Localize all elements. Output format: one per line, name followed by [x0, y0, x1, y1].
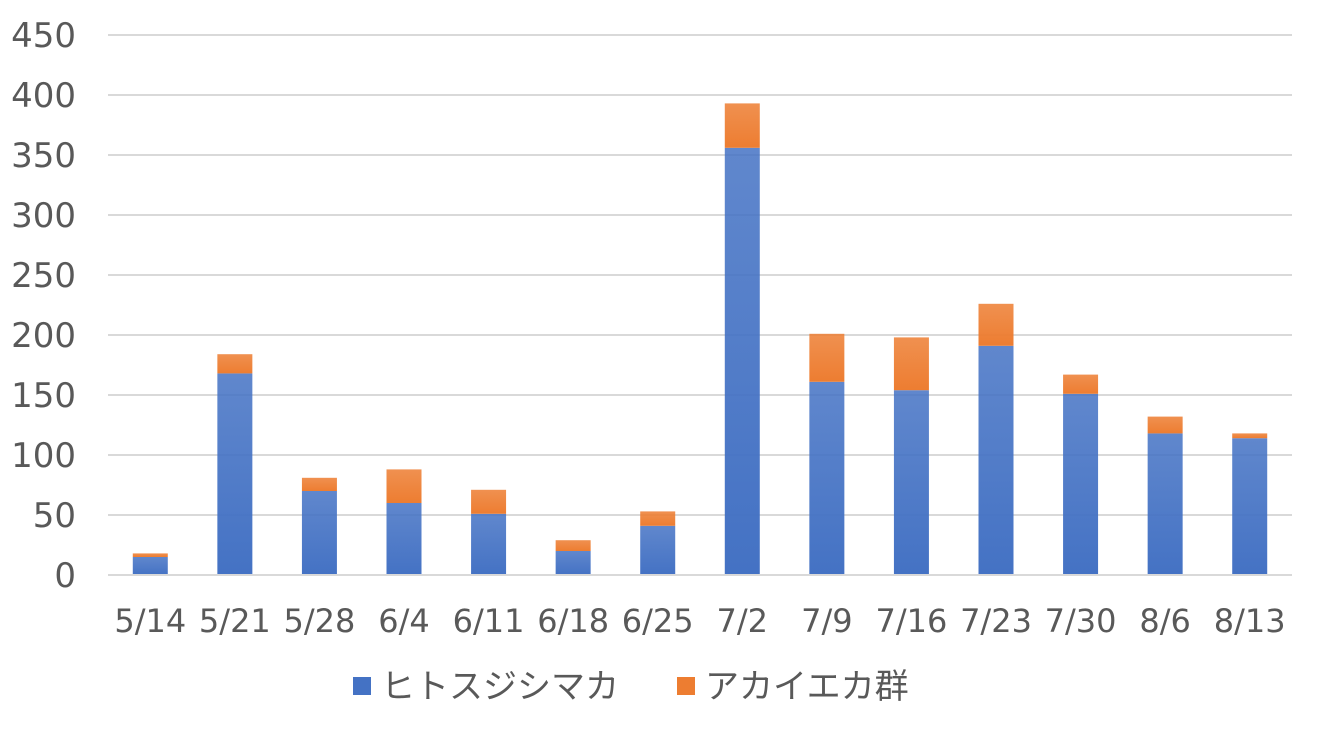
bar-segment-series-2: [301, 477, 337, 491]
bar-segment-series-1: [978, 345, 1014, 575]
bar-segment-series-1: [893, 390, 929, 575]
y-tick-label: 50: [33, 496, 76, 536]
y-tick-label: 150: [11, 376, 76, 416]
bar-segment-series-1: [386, 503, 422, 575]
bar-segment-series-2: [724, 103, 760, 148]
bar-segment-series-1: [1232, 438, 1268, 575]
bar-segment-series-1: [809, 381, 845, 575]
bar-segment-series-2: [555, 540, 591, 551]
bar-stack-6-11: [471, 489, 507, 575]
bar-segment-series-1: [471, 513, 507, 575]
bar-stack-5-14: [132, 553, 168, 575]
x-tick-label: 5/28: [283, 602, 355, 640]
bar-stack-7-2: [724, 103, 760, 576]
bar-stack-7-23: [978, 303, 1014, 575]
bar-segment-series-1: [555, 551, 591, 575]
x-tick-label: 8/6: [1139, 602, 1191, 640]
bar-segment-series-1: [301, 491, 337, 575]
bar-segment-series-2: [978, 303, 1014, 346]
legend: ヒトスジシマカ アカイエカ群: [353, 667, 909, 707]
bar-stack-7-30: [1063, 374, 1099, 575]
bar-segment-series-2: [471, 489, 507, 514]
bar-stack-6-25: [640, 511, 676, 575]
bars: [132, 103, 1268, 576]
x-tick-label: 7/9: [801, 602, 853, 640]
legend-label: ヒトスジシマカ: [381, 667, 619, 707]
bar-segment-series-2: [1063, 374, 1099, 394]
legend-swatch: [353, 677, 371, 695]
bar-segment-series-1: [217, 373, 253, 575]
bar-segment-series-2: [1232, 433, 1268, 439]
bar-stack-8-13: [1232, 433, 1268, 575]
legend-label: アカイエカ群: [705, 667, 909, 707]
y-tick-label: 450: [11, 16, 76, 56]
x-tick-label: 5/14: [114, 602, 186, 640]
x-tick-label: 8/13: [1214, 602, 1286, 640]
bar-segment-series-1: [1147, 433, 1183, 575]
bar-segment-series-2: [217, 354, 253, 374]
legend-swatch: [677, 677, 695, 695]
x-tick-label: 6/18: [537, 602, 609, 640]
x-axis-tick-labels: 5/14 5/21 5/28 6/4 6/11 6/18 6/25 7/2 7/9 7/16 7/2…: [114, 602, 1285, 640]
bar-stack-5-28: [301, 477, 337, 575]
y-tick-label: 250: [11, 256, 76, 296]
bar-stack-7-16: [893, 337, 929, 575]
bar-stack-5-21: [217, 354, 253, 575]
y-tick-label: 300: [11, 196, 76, 236]
x-tick-label: 6/25: [622, 602, 694, 640]
legend-item: ヒトスジシマカ: [353, 667, 619, 707]
y-tick-label: 100: [11, 436, 76, 476]
bar-segment-series-2: [809, 333, 845, 382]
bar-segment-series-1: [640, 525, 676, 575]
x-tick-label: 7/16: [875, 602, 947, 640]
bar-segment-series-1: [724, 147, 760, 576]
bar-segment-series-2: [893, 337, 929, 391]
x-tick-label: 7/2: [717, 602, 769, 640]
legend-item: アカイエカ群: [677, 667, 909, 707]
bar-stack-8-6: [1147, 416, 1183, 575]
x-tick-label: 7/30: [1045, 602, 1117, 640]
bar-segment-series-1: [132, 557, 168, 575]
x-tick-label: 6/4: [378, 602, 430, 640]
x-tick-label: 7/23: [960, 602, 1032, 640]
gridlines: [108, 34, 1292, 516]
bar-segment-series-2: [1147, 416, 1183, 434]
y-tick-label: 350: [11, 136, 76, 176]
y-tick-label: 0: [54, 556, 76, 596]
y-axis-tick-labels: 0 50 100 150 200 250 300 350 400 450: [11, 16, 76, 596]
bar-segment-series-2: [132, 553, 168, 557]
bar-stack-6-18: [555, 540, 591, 575]
bar-segment-series-1: [1063, 393, 1099, 575]
bar-segment-series-2: [386, 469, 422, 503]
y-tick-label: 400: [11, 76, 76, 116]
x-tick-label: 5/21: [199, 602, 271, 640]
bar-stack-6-4: [386, 469, 422, 575]
x-tick-label: 6/11: [453, 602, 525, 640]
y-tick-label: 200: [11, 316, 76, 356]
bar-segment-series-2: [640, 511, 676, 526]
bar-stack-7-9: [809, 333, 845, 575]
